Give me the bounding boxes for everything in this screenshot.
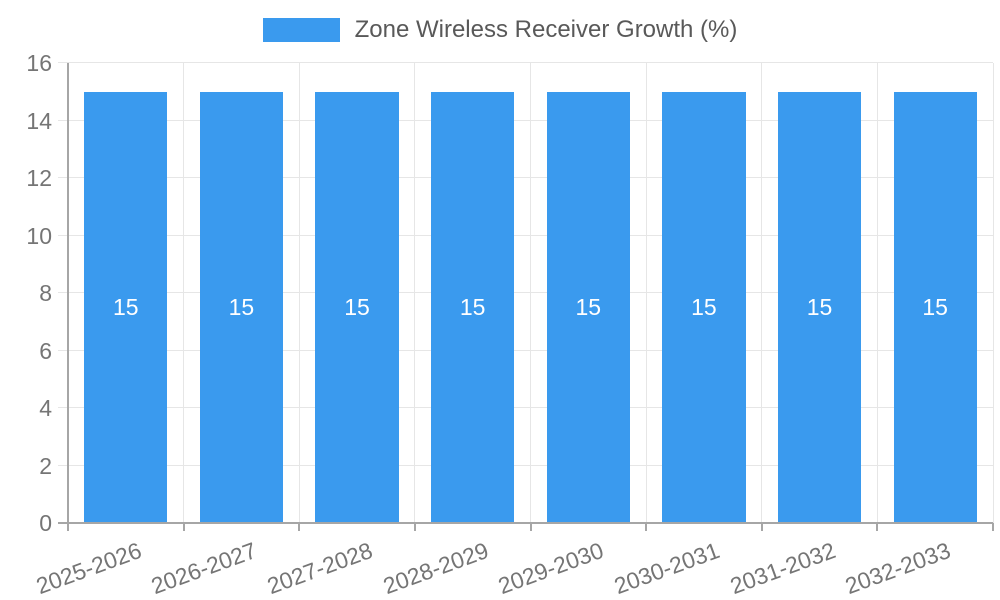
y-axis-tick-label: 10 <box>26 222 52 249</box>
gridline-vertical <box>761 63 763 523</box>
x-axis-category-label: 2028-2029 <box>379 537 492 600</box>
y-axis-tick-label: 12 <box>26 165 52 191</box>
bar-value-label: 15 <box>113 293 139 320</box>
x-axis-category-label: 2031-2032 <box>726 537 839 600</box>
x-axis-category-label: 2029-2030 <box>494 537 608 600</box>
gridline-vertical <box>876 63 878 523</box>
gridline-vertical <box>530 63 531 523</box>
gridline-vertical <box>414 63 416 523</box>
bar-value-label: 15 <box>806 293 833 320</box>
x-axis-tick <box>760 523 763 531</box>
bar[interactable]: 15 <box>546 91 630 523</box>
bar[interactable]: 15 <box>893 91 977 523</box>
gridline-vertical <box>645 63 647 523</box>
x-axis-tick <box>645 523 648 531</box>
gridline-vertical <box>992 63 994 523</box>
x-axis-category-label: 2025-2026 <box>32 537 145 600</box>
legend-swatch <box>262 18 340 42</box>
bar-value-label: 15 <box>344 293 370 320</box>
y-axis-tick-label: 8 <box>39 280 52 306</box>
x-axis-category-label: 2026-2027 <box>148 537 261 600</box>
x-axis-tick <box>182 523 185 531</box>
x-axis-tick <box>413 523 416 531</box>
y-axis-tick-label: 6 <box>39 337 52 364</box>
bar-value-label: 15 <box>575 293 602 320</box>
gridline-horizontal <box>58 407 993 408</box>
x-axis-tick <box>529 523 532 531</box>
bar[interactable]: 15 <box>662 91 746 523</box>
x-axis-baseline <box>58 522 993 524</box>
x-axis-category-label: 2030-2031 <box>610 537 723 600</box>
legend-label: Zone Wireless Receiver Growth (%) <box>354 16 738 43</box>
gridline-horizontal <box>58 464 993 466</box>
bar[interactable]: 15 <box>199 91 284 523</box>
bar-value-label: 15 <box>922 293 948 320</box>
gridline-vertical <box>183 63 185 523</box>
gridline-horizontal <box>58 349 993 351</box>
gridline-horizontal <box>58 62 993 63</box>
gridline-horizontal <box>58 177 993 178</box>
y-axis-tick-label: 4 <box>39 395 52 421</box>
x-axis-category-label: 2032-2033 <box>841 537 955 600</box>
gridline-horizontal <box>58 119 993 121</box>
bar[interactable]: 15 <box>84 91 168 523</box>
bar[interactable]: 15 <box>431 91 515 523</box>
y-axis-line <box>67 63 69 531</box>
x-axis-tick <box>298 523 301 531</box>
bar-value-label: 15 <box>459 293 486 320</box>
bar[interactable]: 15 <box>315 91 399 523</box>
chart-legend[interactable]: Zone Wireless Receiver Growth (%) <box>0 16 1000 44</box>
gridline-horizontal <box>58 234 993 236</box>
x-axis-tick <box>992 523 994 531</box>
bar[interactable]: 15 <box>777 91 862 523</box>
y-axis-tick-label: 14 <box>26 107 52 134</box>
y-axis-tick-label: 2 <box>39 452 52 479</box>
bar-value-label: 15 <box>228 293 255 320</box>
x-axis-tick <box>876 523 879 531</box>
y-axis-tick-label: 16 <box>26 50 52 76</box>
gridline-vertical <box>298 63 300 523</box>
gridline-horizontal <box>58 292 993 293</box>
bar-value-label: 15 <box>691 293 717 320</box>
y-axis-tick-label: 0 <box>39 510 52 536</box>
x-axis-category-label: 2027-2028 <box>263 537 376 600</box>
